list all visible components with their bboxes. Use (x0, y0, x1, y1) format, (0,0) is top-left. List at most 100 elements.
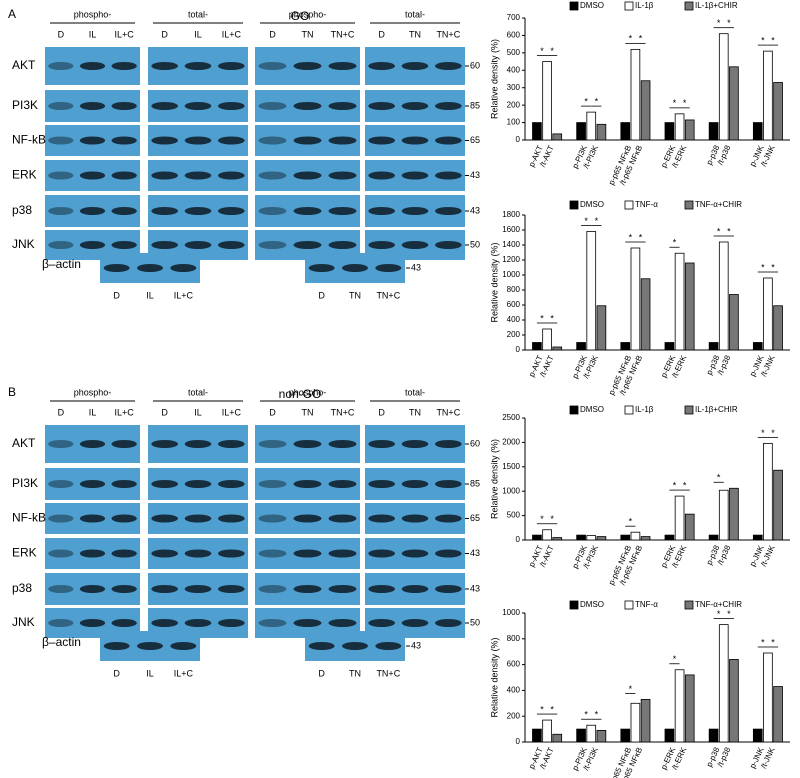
band (48, 241, 74, 249)
band (111, 619, 137, 627)
row-label: p38 (12, 203, 32, 217)
bar (586, 535, 597, 541)
mw-marker: 43 (411, 262, 421, 272)
band (368, 102, 395, 110)
group-header: phospho- (289, 387, 327, 397)
mw-marker: 43 (470, 548, 480, 558)
legend-swatch (569, 200, 579, 210)
band (151, 440, 179, 448)
band (401, 241, 429, 249)
bar (763, 50, 773, 141)
bar (718, 33, 729, 141)
band (170, 642, 197, 650)
mw-marker: 65 (470, 513, 480, 523)
band (48, 549, 74, 558)
bar (773, 686, 783, 743)
legend-swatch (684, 200, 694, 210)
band (435, 585, 462, 593)
band (293, 241, 322, 249)
band (184, 136, 212, 145)
y-tick-label: 1000 (502, 486, 520, 495)
band (151, 102, 179, 110)
band (293, 480, 322, 488)
mw-marker: 85 (470, 478, 480, 488)
legend-label: TNF-α+CHIR (695, 600, 742, 609)
legend-label: IL-1β (635, 405, 654, 414)
bar (596, 729, 607, 743)
y-tick-label: 200 (507, 711, 521, 720)
bar (552, 133, 563, 141)
band (137, 264, 163, 272)
band (368, 207, 395, 215)
significance-star: * (550, 704, 554, 714)
bar (532, 122, 542, 141)
band (308, 264, 335, 272)
y-tick-label: 1400 (502, 240, 520, 249)
band (103, 642, 130, 650)
significance-star: * (727, 18, 731, 28)
band (258, 241, 287, 249)
band (184, 440, 212, 448)
significance-star: * (595, 96, 599, 106)
band (218, 102, 245, 110)
band (79, 136, 106, 145)
band (218, 62, 245, 70)
bar (640, 278, 651, 351)
band (218, 207, 245, 215)
row-label: NF-kB (12, 133, 46, 147)
bar (773, 305, 783, 351)
bar (718, 241, 729, 351)
mw-marker: 50 (470, 617, 480, 627)
band (218, 241, 245, 249)
significance-star: * (673, 480, 677, 490)
lane-label: IL (89, 29, 97, 39)
lane-label: TN (349, 290, 361, 300)
band (328, 136, 357, 145)
band (435, 480, 462, 488)
significance-star: * (717, 18, 721, 28)
band (328, 440, 357, 448)
legend-swatch (624, 200, 634, 210)
band (401, 171, 429, 180)
band (170, 264, 197, 272)
mw-marker: 43 (470, 205, 480, 215)
y-tick-label: 1000 (502, 608, 520, 617)
bar (708, 534, 719, 541)
bar (752, 122, 763, 141)
bar (576, 122, 586, 141)
row-label: JNK (12, 615, 35, 629)
band (218, 549, 245, 558)
bar (630, 531, 641, 541)
y-tick-label: 500 (507, 511, 521, 520)
mw-marker: 43 (470, 170, 480, 180)
band (184, 619, 212, 627)
band (184, 549, 212, 558)
band (48, 62, 74, 70)
band (151, 171, 179, 180)
bar (708, 122, 719, 141)
bar (708, 728, 719, 743)
legend-swatch (624, 600, 634, 610)
band (435, 62, 462, 70)
band (151, 549, 179, 558)
legend-label: TNF-α+CHIR (695, 200, 742, 209)
group-header: total- (188, 387, 208, 397)
y-axis-title: Relative density (%) (489, 242, 499, 322)
significance-star: * (629, 517, 633, 527)
band (375, 264, 402, 272)
lane-label: IL+C (115, 29, 135, 39)
bar (674, 252, 685, 351)
lane-label: D (318, 668, 325, 678)
significance-star: * (761, 428, 765, 438)
band (184, 102, 212, 110)
bar (674, 113, 685, 141)
band (401, 480, 429, 488)
significance-star: * (727, 609, 731, 619)
band (151, 136, 179, 145)
lane-label: IL (89, 407, 97, 417)
band (435, 207, 462, 215)
legend-swatch (684, 600, 694, 610)
bar (684, 119, 695, 141)
band (184, 585, 212, 593)
bar (718, 489, 729, 541)
